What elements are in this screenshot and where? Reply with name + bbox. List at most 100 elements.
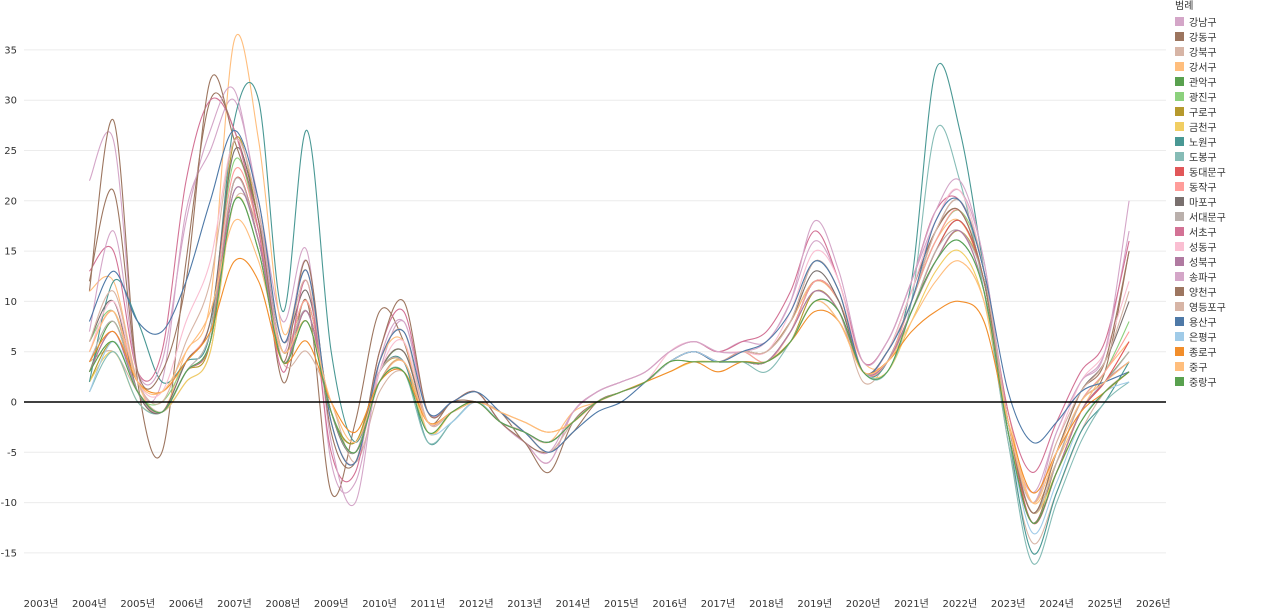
legend-swatch — [1175, 227, 1184, 236]
legend-swatch — [1175, 47, 1184, 56]
x-tick-label: 2017년 — [701, 598, 736, 610]
legend-item[interactable]: 마포구 — [1175, 194, 1275, 209]
legend-label: 동대문구 — [1189, 168, 1226, 179]
x-tick-label: 2004년 — [72, 598, 107, 610]
series-line-18 — [88, 74, 1130, 514]
x-tick-label: 2022년 — [943, 598, 978, 610]
legend-swatch — [1175, 107, 1184, 116]
x-axis-ticks: 2003년 2004년 2005년 2006년 2007년 2008년 2009년 2010년… — [24, 598, 1171, 610]
legend-swatch — [1175, 377, 1184, 386]
legend-swatch — [1175, 302, 1184, 311]
legend-item[interactable]: 영등포구 — [1175, 299, 1275, 314]
x-tick-label: 2018년 — [749, 598, 784, 610]
series-line-20 — [88, 129, 1130, 466]
legend-item[interactable]: 강남구 — [1175, 14, 1275, 29]
x-tick-label: 2005년 — [120, 598, 155, 610]
y-tick-label: 10 — [4, 297, 17, 308]
legend-item[interactable]: 서초구 — [1175, 224, 1275, 239]
legend-label: 관악구 — [1189, 78, 1217, 89]
series-line-19 — [88, 138, 1130, 504]
legend-item[interactable]: 강동구 — [1175, 29, 1275, 44]
legend-label: 강서구 — [1189, 63, 1217, 74]
legend-swatch — [1175, 212, 1184, 221]
legend-item[interactable]: 송파구 — [1175, 269, 1275, 284]
legend-item[interactable]: 구로구 — [1175, 104, 1275, 119]
legend-item[interactable]: 강서구 — [1175, 59, 1275, 74]
legend-item[interactable]: 성동구 — [1175, 239, 1275, 254]
legend-swatch — [1175, 257, 1184, 266]
legend-item[interactable]: 도봉구 — [1175, 149, 1275, 164]
legend-item[interactable]: 은평구 — [1175, 329, 1275, 344]
legend-item[interactable]: 종로구 — [1175, 344, 1275, 359]
legend-label: 도봉구 — [1189, 153, 1217, 164]
y-tick-label: 5 — [11, 347, 17, 358]
y-tick-label: -5 — [7, 448, 17, 459]
x-tick-label: 2019년 — [797, 598, 832, 610]
series-line-8 — [88, 62, 1130, 555]
legend-label: 성동구 — [1189, 243, 1217, 254]
legend-label: 송파구 — [1189, 273, 1217, 284]
legend-label: 서대문구 — [1189, 213, 1226, 224]
legend-item[interactable]: 중랑구 — [1175, 374, 1275, 389]
legend-item[interactable]: 양천구 — [1175, 284, 1275, 299]
legend-item[interactable]: 용산구 — [1175, 314, 1275, 329]
series-line-15 — [88, 138, 1130, 504]
y-tick-label: 20 — [4, 196, 17, 207]
legend-label: 중랑구 — [1189, 378, 1217, 389]
legend-label: 서초구 — [1189, 228, 1217, 239]
legend-label: 성북구 — [1189, 258, 1217, 269]
series-line-17 — [88, 86, 1130, 506]
legend-item[interactable]: 노원구 — [1175, 134, 1275, 149]
series-line-24 — [88, 197, 1130, 524]
x-tick-label: 2006년 — [169, 598, 204, 610]
legend-swatch — [1175, 242, 1184, 251]
legend-label: 마포구 — [1189, 198, 1217, 209]
series-line-23 — [88, 218, 1130, 504]
legend-item[interactable]: 성북구 — [1175, 254, 1275, 269]
legend-swatch — [1175, 77, 1184, 86]
legend-swatch — [1175, 92, 1184, 101]
legend-title: 범례 — [1175, 1, 1194, 12]
x-tick-label: 2013년 — [507, 598, 542, 610]
x-tick-label: 2025년 — [1088, 598, 1123, 610]
legend-item[interactable]: 중구 — [1175, 359, 1275, 374]
legend-item[interactable]: 광진구 — [1175, 89, 1275, 104]
y-tick-label: 15 — [4, 247, 17, 258]
x-tick-label: 2014년 — [556, 598, 591, 610]
legend-item[interactable]: 강북구 — [1175, 44, 1275, 59]
legend-swatch — [1175, 122, 1184, 131]
legend-swatch — [1175, 17, 1184, 26]
legend-item[interactable]: 관악구 — [1175, 74, 1275, 89]
legend-swatch — [1175, 197, 1184, 206]
x-tick-label: 2024년 — [1039, 598, 1074, 610]
legend-swatch — [1175, 287, 1184, 296]
x-tick-label: 2011년 — [411, 598, 446, 610]
legend-label: 노원구 — [1189, 138, 1217, 149]
legend-label: 동작구 — [1189, 183, 1217, 194]
legend-swatch — [1175, 332, 1184, 341]
x-tick-label: 2010년 — [362, 598, 397, 610]
x-tick-label: 2026년 — [1136, 598, 1171, 610]
legend-item[interactable]: 서대문구 — [1175, 209, 1275, 224]
x-tick-label: 2008년 — [265, 598, 300, 610]
x-tick-label: 2009년 — [314, 598, 349, 610]
legend-label: 강동구 — [1189, 33, 1217, 44]
legend-item[interactable]: 동대문구 — [1175, 164, 1275, 179]
legend-label: 중구 — [1189, 363, 1208, 374]
x-tick-label: 2015년 — [604, 598, 639, 610]
legend-item[interactable]: 금천구 — [1175, 119, 1275, 134]
x-tick-label: 2003년 — [24, 598, 59, 610]
y-axis-ticks: 35 30 25 20 15 10 5 0 -5 -10 -15 — [1, 45, 17, 559]
legend-item[interactable]: 동작구 — [1175, 179, 1275, 194]
y-tick-label: 0 — [11, 398, 17, 409]
series-lines — [88, 33, 1130, 565]
legend-label: 금천구 — [1189, 123, 1217, 134]
legend-label: 은평구 — [1189, 333, 1217, 344]
y-tick-label: 35 — [4, 45, 17, 56]
x-tick-label: 2012년 — [459, 598, 494, 610]
legend-label: 광진구 — [1189, 93, 1217, 104]
legend-swatch — [1175, 137, 1184, 146]
